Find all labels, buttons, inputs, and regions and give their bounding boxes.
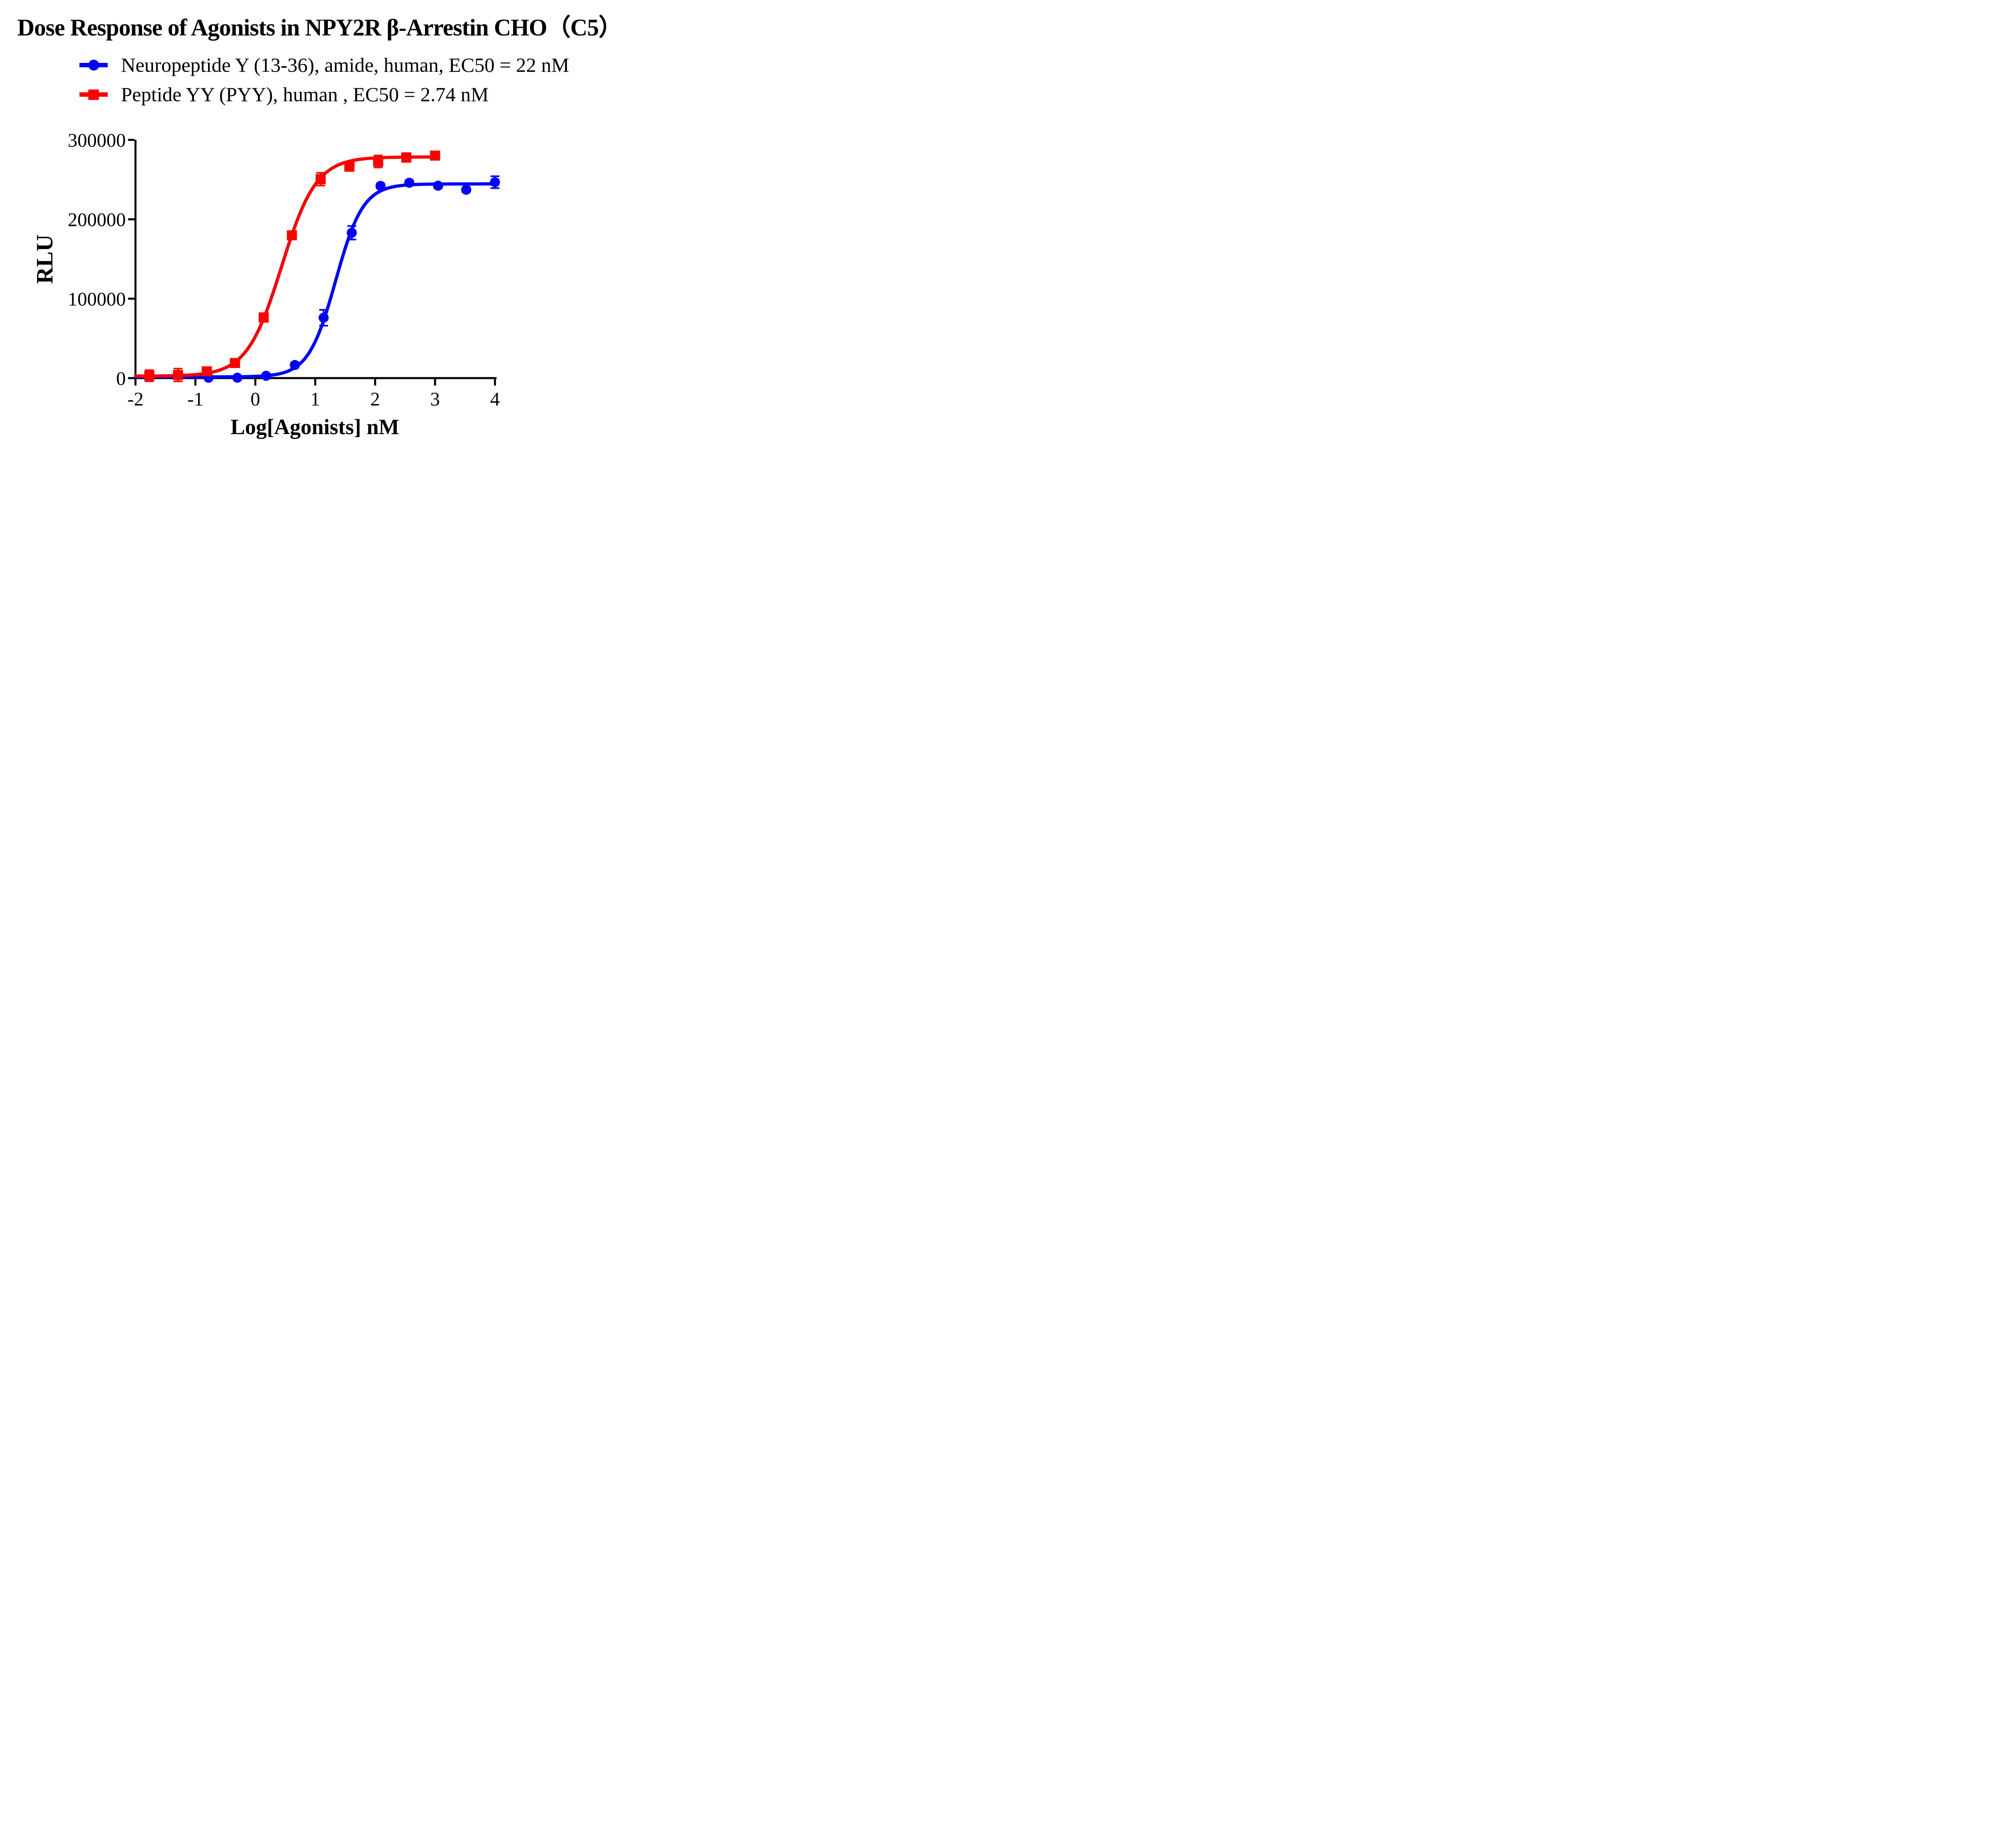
y-tick-label: 0 [116,368,126,389]
data-point-circle [433,181,443,191]
chart-title: Dose Response of Agonists in NPY2R β-Arr… [17,14,623,41]
x-tick-label: 3 [430,389,440,410]
data-point-circle [289,360,300,370]
x-tick-label: 1 [310,389,320,410]
data-point-square [144,370,154,381]
y-tick-label: 300000 [68,130,126,151]
data-point-square [258,312,269,323]
x-tick-label: 4 [490,389,500,410]
legend-marker-circle-icon [79,52,108,78]
data-point-square [230,358,240,368]
x-tick-label: 2 [370,389,380,410]
x-tick [374,379,376,386]
data-point-circle [461,185,471,195]
data-point-circle [490,177,500,187]
x-tick-label: -1 [187,389,204,410]
x-tick-label: -2 [127,389,144,410]
x-tick [314,379,317,386]
data-point-circle [319,312,329,323]
legend-label-peptide-yy: Peptide YY (PYY), human , EC50 = 2.74 nM [121,83,489,106]
data-point-square [202,366,212,376]
legend-item-peptide-yy: Peptide YY (PYY), human , EC50 = 2.74 nM [79,82,569,107]
x-axis-line [134,377,497,379]
x-axis-title: Log[Agonists] nM [230,415,400,439]
data-point-square [315,174,326,185]
fit-curve-blue [134,182,497,379]
data-point-circle [404,177,414,188]
dose-response-plot: -2 -1 0 1 2 3 4 0 100000 200000 300000 [68,130,500,410]
y-tick [128,139,135,141]
fit-curve-red [134,155,435,378]
x-tick [134,379,137,386]
data-point-square [373,156,383,167]
data-point-circle [261,370,271,381]
x-tick [494,379,496,386]
y-axis-line [134,140,137,379]
data-point-square [430,150,440,161]
legend-label-neuropeptide-y: Neuropeptide Y (13-36), amide, human, EC… [121,54,569,76]
data-point-square [401,152,412,163]
legend-item-neuropeptide-y: Neuropeptide Y (13-36), amide, human, EC… [79,52,569,78]
x-tick-label: 0 [250,389,260,410]
data-point-circle [232,372,243,383]
legend-circle-blue [88,60,99,71]
y-tick [128,218,135,220]
x-tick [254,379,256,386]
legend-square-red [88,89,99,100]
data-point-square [344,161,355,172]
legend-marker-square-icon [79,82,108,107]
x-tick [434,379,436,386]
chart-legend: Neuropeptide Y (13-36), amide, human, EC… [79,52,569,107]
y-tick [128,297,135,300]
figure-container: Dose Response of Agonists in NPY2R β-Arr… [0,0,627,456]
data-point-square [173,370,183,380]
y-tick-label: 200000 [68,209,126,231]
y-tick-label: 100000 [68,289,126,310]
y-tick [128,377,135,379]
data-point-circle [375,181,386,191]
data-point-square [287,230,297,241]
x-tick [194,379,197,386]
data-point-circle [346,227,357,238]
